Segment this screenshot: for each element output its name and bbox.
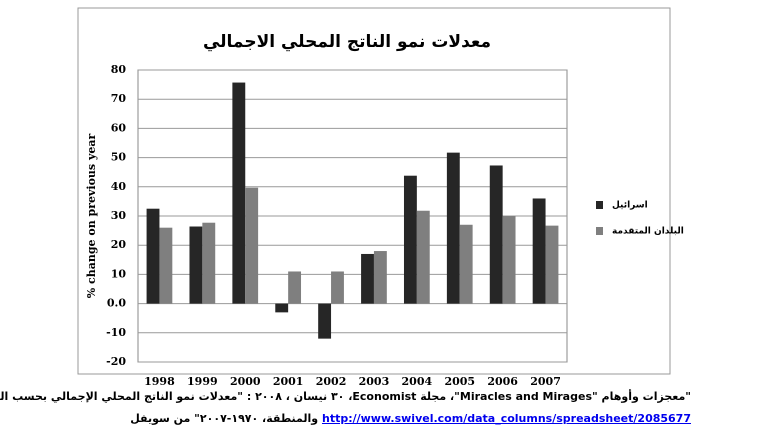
x-tick-label: 2000 [230, 375, 261, 385]
bar [318, 303, 332, 339]
y-tick-label: 0.0 [107, 297, 126, 310]
legend-label: اسرائيل [612, 201, 648, 211]
x-tick-label: 2004 [402, 375, 433, 385]
y-tick-label: 10 [111, 267, 127, 280]
x-tick-label: 1998 [144, 375, 175, 385]
bar [545, 225, 559, 304]
bar [159, 227, 173, 304]
bar [189, 226, 203, 304]
x-tick-label: 2003 [359, 375, 390, 385]
y-axis-label: % change on previous year [85, 134, 98, 299]
caption-line: "معجزات وأوهام "Miracles and Mirages"، م… [0, 390, 691, 403]
bar [416, 210, 430, 304]
chart-title: معدلات نمو الناتج المحلي الاجمالي [203, 32, 491, 52]
source-link[interactable]: http://www.swivel.com/data_columns/sprea… [321, 412, 691, 425]
bar [146, 208, 160, 304]
y-tick-label: 60 [111, 121, 127, 134]
y-tick-label: 50 [111, 151, 127, 164]
bar [403, 175, 417, 304]
y-tick-label: -20 [106, 355, 126, 368]
bar [331, 271, 344, 304]
legend-swatch [596, 227, 603, 235]
legend-label: البلدان المتقدمة [612, 227, 684, 237]
bar [373, 251, 387, 304]
y-tick-label: 20 [111, 238, 127, 251]
x-tick-label: 2007 [530, 375, 561, 385]
y-tick-label: 40 [111, 180, 127, 193]
bar [288, 271, 302, 304]
y-tick-label: 80 [111, 63, 127, 76]
bar [502, 216, 516, 304]
x-tick-label: 2006 [487, 375, 518, 385]
bar [361, 253, 374, 304]
bar [459, 224, 473, 304]
caption-line: http://www.swivel.com/data_columns/sprea… [130, 412, 691, 425]
bar [532, 198, 546, 304]
bar [275, 303, 289, 313]
chart-frame [77, 7, 671, 375]
y-tick-label: 30 [111, 209, 127, 222]
x-tick-label: 1999 [187, 375, 218, 385]
x-tick-label: 2002 [316, 375, 347, 385]
legend-swatch [596, 201, 603, 209]
x-tick-label: 2001 [273, 375, 304, 385]
y-tick-label: 70 [111, 92, 127, 105]
bar [245, 187, 259, 304]
y-tick-label: -10 [106, 326, 126, 339]
caption-text: والمنطقة، ١٩٧٠-٢٠٠٧" من سويفل [130, 412, 319, 425]
bar [489, 165, 503, 304]
bar [446, 152, 460, 304]
chart: معدلات نمو الناتج المحلي الاجمالي % chan… [77, 7, 684, 388]
bar [232, 82, 246, 304]
bar [202, 222, 216, 304]
x-tick-label: 2005 [444, 375, 475, 385]
